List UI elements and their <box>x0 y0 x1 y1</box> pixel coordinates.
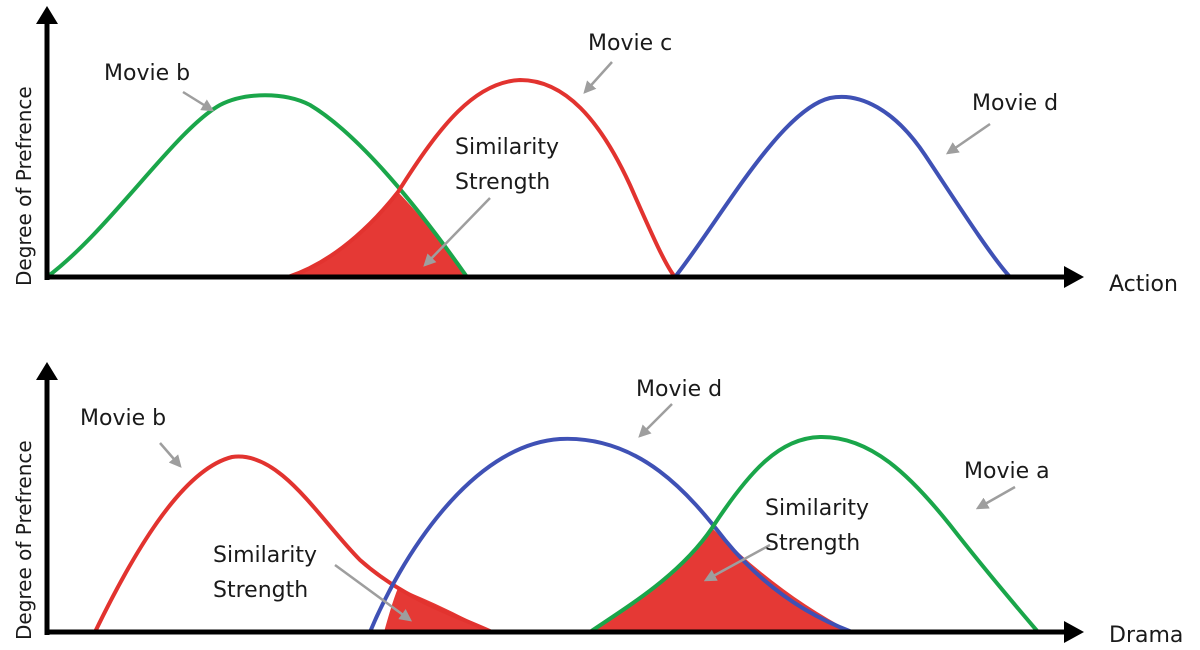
bottom-pointer-similarity-left <box>334 563 413 622</box>
top-pointer-similarity <box>423 197 491 267</box>
bottom-curve-movie-d <box>368 436 853 634</box>
bottom-y-axis-label: Degree of Prefrence <box>12 440 36 640</box>
bottom-label-movie-b: Movie b <box>80 406 166 431</box>
bottom-x-axis-label: Drama <box>1109 623 1183 648</box>
bottom-label-movie-a: Movie a <box>964 459 1050 484</box>
top-pointer-movie-b <box>182 90 215 112</box>
bottom-curve-movie-b <box>93 454 493 634</box>
bottom-panel: Degree of Prefrence Drama Movie b Movie … <box>12 362 1183 648</box>
bottom-curve-movie-a <box>588 434 1040 634</box>
top-curve-movie-c <box>287 77 677 279</box>
top-x-axis-label: Action <box>1109 272 1178 297</box>
top-pointer-movie-c <box>583 61 613 94</box>
bottom-label-movie-d: Movie d <box>636 377 722 402</box>
top-curve-movie-d <box>673 95 1012 279</box>
bottom-similarity-area-right <box>590 528 852 632</box>
top-label-movie-c: Movie c <box>588 31 672 56</box>
bottom-pointer-movie-a <box>975 485 1016 510</box>
top-panel: Degree of Prefrence Action Movie b Movie… <box>12 6 1178 297</box>
top-x-axis-arrow <box>1064 266 1084 288</box>
bottom-label-similarity-right-line2: Strength <box>765 531 860 556</box>
top-y-axis-label: Degree of Prefrence <box>12 86 36 286</box>
bottom-pointer-movie-b <box>159 442 182 468</box>
bottom-label-similarity-left-line1: Similarity <box>213 543 317 568</box>
top-label-similarity-line1: Similarity <box>455 135 559 160</box>
top-label-similarity-line2: Strength <box>455 170 550 195</box>
top-pointer-movie-d <box>945 122 991 155</box>
bottom-label-similarity-left-line2: Strength <box>213 578 308 603</box>
bottom-label-similarity-right-line1: Similarity <box>765 496 869 521</box>
top-label-movie-b: Movie b <box>104 61 190 86</box>
bottom-pointer-movie-d <box>638 403 673 438</box>
bottom-x-axis-arrow <box>1064 621 1084 643</box>
bottom-pointer-similarity-right <box>703 543 771 582</box>
top-label-movie-d: Movie d <box>972 91 1058 116</box>
top-y-axis-arrow <box>36 6 58 24</box>
bottom-y-axis-arrow <box>36 362 58 380</box>
